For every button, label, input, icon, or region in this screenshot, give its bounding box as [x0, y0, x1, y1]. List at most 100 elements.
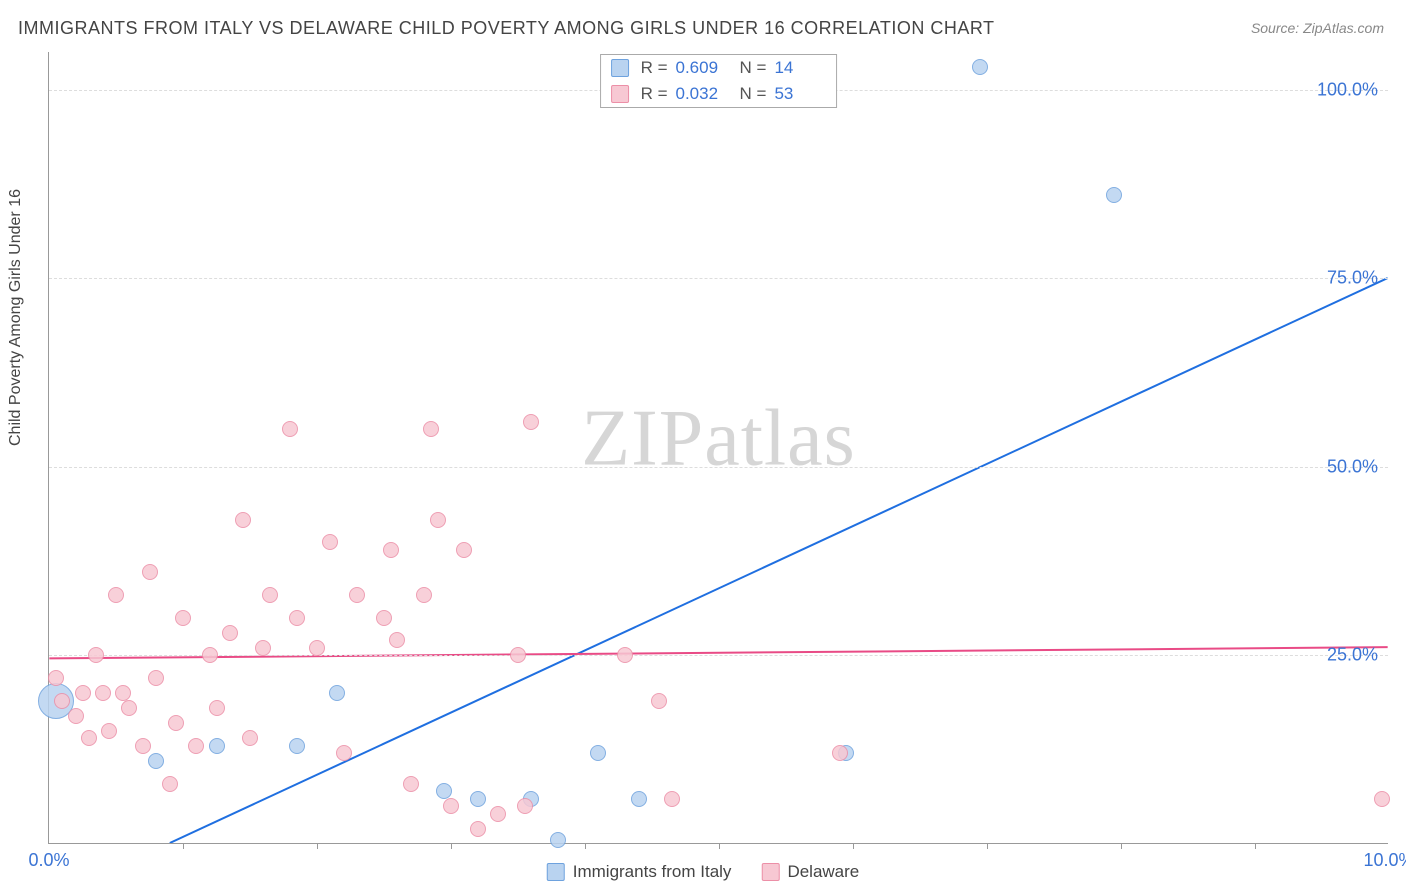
- legend-item: Delaware: [761, 862, 859, 882]
- data-point: [188, 738, 204, 754]
- data-point: [416, 587, 432, 603]
- trend-lines-layer: [49, 52, 1388, 843]
- data-point: [282, 421, 298, 437]
- data-point: [972, 59, 988, 75]
- data-point: [1106, 187, 1122, 203]
- data-point: [631, 791, 647, 807]
- legend-row: R = 0.609 N = 14: [601, 55, 837, 81]
- data-point: [289, 738, 305, 754]
- data-point: [209, 738, 225, 754]
- x-tick-label: 0.0%: [28, 850, 69, 871]
- data-point: [121, 700, 137, 716]
- y-tick-label: 25.0%: [1327, 645, 1378, 666]
- data-point: [255, 640, 271, 656]
- data-point: [235, 512, 251, 528]
- data-point: [48, 670, 64, 686]
- x-tick-mark: [317, 843, 318, 849]
- y-axis-label: Child Poverty Among Girls Under 16: [7, 189, 25, 446]
- data-point: [88, 647, 104, 663]
- data-point: [349, 587, 365, 603]
- correlation-legend: R = 0.609 N = 14 R = 0.032 N = 53: [600, 54, 838, 108]
- data-point: [376, 610, 392, 626]
- legend-item: Immigrants from Italy: [547, 862, 732, 882]
- legend-swatch: [611, 85, 629, 103]
- data-point: [309, 640, 325, 656]
- gridline: [49, 655, 1388, 656]
- trend-line: [170, 278, 1388, 843]
- data-point: [101, 723, 117, 739]
- legend-r-value: 0.032: [676, 84, 728, 104]
- data-point: [590, 745, 606, 761]
- data-point: [75, 685, 91, 701]
- legend-r-label: R =: [641, 58, 668, 78]
- data-point: [142, 564, 158, 580]
- data-point: [115, 685, 131, 701]
- x-tick-mark: [1255, 843, 1256, 849]
- y-tick-label: 100.0%: [1317, 79, 1378, 100]
- data-point: [470, 821, 486, 837]
- data-point: [456, 542, 472, 558]
- data-point: [443, 798, 459, 814]
- x-tick-mark: [451, 843, 452, 849]
- data-point: [289, 610, 305, 626]
- data-point: [651, 693, 667, 709]
- legend-n-label: N =: [740, 58, 767, 78]
- data-point: [490, 806, 506, 822]
- data-point: [517, 798, 533, 814]
- x-tick-mark: [853, 843, 854, 849]
- gridline: [49, 278, 1388, 279]
- legend-n-value: 53: [774, 84, 826, 104]
- data-point: [403, 776, 419, 792]
- data-point: [148, 753, 164, 769]
- data-point: [336, 745, 352, 761]
- data-point: [550, 832, 566, 848]
- data-point: [175, 610, 191, 626]
- data-point: [108, 587, 124, 603]
- data-point: [423, 421, 439, 437]
- legend-series-label: Delaware: [787, 862, 859, 882]
- x-tick-mark: [987, 843, 988, 849]
- data-point: [430, 512, 446, 528]
- data-point: [1374, 791, 1390, 807]
- data-point: [168, 715, 184, 731]
- legend-swatch: [761, 863, 779, 881]
- data-point: [329, 685, 345, 701]
- data-point: [436, 783, 452, 799]
- y-tick-label: 75.0%: [1327, 268, 1378, 289]
- data-point: [202, 647, 218, 663]
- data-point: [242, 730, 258, 746]
- data-point: [95, 685, 111, 701]
- data-point: [389, 632, 405, 648]
- x-tick-mark: [183, 843, 184, 849]
- watermark: ZIPatlas: [581, 393, 856, 484]
- data-point: [148, 670, 164, 686]
- gridline: [49, 467, 1388, 468]
- chart-title: IMMIGRANTS FROM ITALY VS DELAWARE CHILD …: [18, 18, 995, 39]
- data-point: [832, 745, 848, 761]
- legend-r-label: R =: [641, 84, 668, 104]
- data-point: [510, 647, 526, 663]
- legend-swatch: [611, 59, 629, 77]
- data-point: [54, 693, 70, 709]
- data-point: [162, 776, 178, 792]
- data-point: [209, 700, 225, 716]
- x-tick-mark: [585, 843, 586, 849]
- data-point: [222, 625, 238, 641]
- series-legend: Immigrants from Italy Delaware: [547, 862, 860, 882]
- y-tick-label: 50.0%: [1327, 456, 1378, 477]
- plot-area: ZIPatlas R = 0.609 N = 14 R = 0.032 N = 53 25.0…: [48, 52, 1388, 844]
- data-point: [470, 791, 486, 807]
- data-point: [135, 738, 151, 754]
- legend-row: R = 0.032 N = 53: [601, 81, 837, 107]
- legend-n-label: N =: [740, 84, 767, 104]
- legend-n-value: 14: [774, 58, 826, 78]
- data-point: [81, 730, 97, 746]
- data-point: [383, 542, 399, 558]
- data-point: [322, 534, 338, 550]
- trend-line: [49, 647, 1387, 658]
- legend-r-value: 0.609: [676, 58, 728, 78]
- x-tick-mark: [719, 843, 720, 849]
- data-point: [68, 708, 84, 724]
- data-point: [664, 791, 680, 807]
- data-point: [262, 587, 278, 603]
